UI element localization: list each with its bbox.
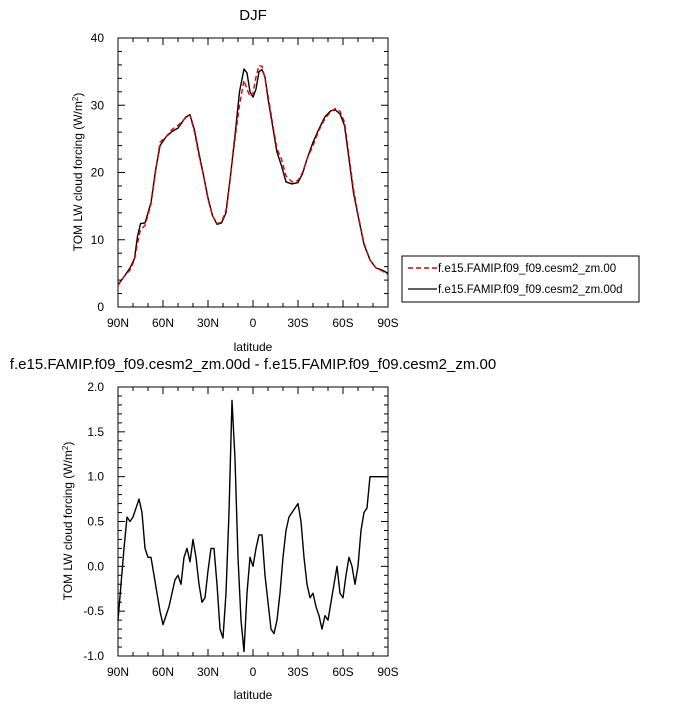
- top-y-axis-title-sup: 2: [71, 96, 80, 101]
- bottom-y-tick-label: -0.5: [83, 604, 104, 618]
- bottom-x-tick-label: 90N: [107, 665, 129, 679]
- top-x-tick-label: 30S: [287, 316, 308, 330]
- bottom-axis-ticks: 90N 60N 30N 0 30S 60S 90S -1.0 -0.5 0.0 0.5 1.0 1.5 2…: [83, 380, 398, 679]
- top-y-axis-title: TOM LW cloud forcing (W/m2): [71, 93, 86, 252]
- top-x-tick-label: 90N: [107, 316, 129, 330]
- top-y-axis-title-main: TOM LW cloud forcing (W/m: [71, 101, 85, 251]
- bottom-y-axis-title: TOM LW cloud forcing (W/m2): [61, 442, 76, 601]
- legend: f.e15.FAMIP.f09_f09.cesm2_zm.00 f.e15.FA…: [401, 255, 640, 303]
- bottom-y-axis-title-close: ): [61, 442, 75, 446]
- top-x-tick-label: 30N: [197, 316, 219, 330]
- top-y-tick-label: 20: [91, 166, 105, 180]
- top-axis-ticks: 90N 60N 30N 0 30S 60S 90S 0 10 20 30 40: [91, 31, 399, 330]
- bottom-chart-title: f.e15.FAMIP.f09_f09.cesm2_zm.00d - f.e15…: [10, 356, 496, 373]
- bottom-y-tick-label: 1.5: [87, 425, 104, 439]
- bottom-x-tick-label: 30N: [197, 665, 219, 679]
- bottom-y-tick-label: 1.0: [87, 470, 104, 484]
- bottom-series-line-1: [117, 399, 388, 653]
- top-y-tick-label: 40: [91, 31, 105, 45]
- top-y-tick-label: 0: [97, 300, 104, 314]
- top-y-tick-label: 30: [91, 98, 105, 112]
- legend-frame: [401, 255, 640, 303]
- bottom-x-tick-label: 60S: [332, 665, 353, 679]
- bottom-series-lines: [117, 399, 388, 653]
- bottom-x-tick-label: 30S: [287, 665, 308, 679]
- bottom-x-tick-label: 0: [250, 665, 257, 679]
- top-series-lines: [117, 64, 389, 286]
- bottom-x-axis-title: latitude: [234, 688, 273, 702]
- top-y-axis-title-close: ): [71, 93, 85, 97]
- top-x-tick-label: 90S: [377, 316, 398, 330]
- top-x-tick-label: 0: [250, 316, 257, 330]
- top-plot-frame: [117, 37, 389, 308]
- bottom-y-axis-title-main: TOM LW cloud forcing (W/m: [61, 450, 75, 600]
- top-chart-title: DJF: [239, 7, 267, 24]
- top-x-tick-label: 60S: [332, 316, 353, 330]
- top-x-tick-label: 60N: [152, 316, 174, 330]
- bottom-y-tick-label: 0.5: [87, 515, 104, 529]
- bottom-y-tick-label: 2.0: [87, 380, 104, 394]
- bottom-panel: f.e15.FAMIP.f09_f09.cesm2_zm.00d - f.e15…: [10, 356, 496, 702]
- bottom-y-axis-title-sup: 2: [61, 445, 70, 450]
- top-series-line-2: [117, 68, 389, 286]
- bottom-x-tick-label: 90S: [377, 665, 398, 679]
- top-series-line-1: [117, 64, 389, 286]
- bottom-y-tick-label: -1.0: [83, 649, 104, 663]
- bottom-plot-frame: [117, 386, 389, 657]
- legend-label-series-1: f.e15.FAMIP.f09_f09.cesm2_zm.00: [438, 263, 616, 275]
- top-y-tick-label: 10: [91, 233, 105, 247]
- bottom-y-tick-label: 0.0: [87, 559, 104, 573]
- bottom-x-tick-label: 60N: [152, 665, 174, 679]
- top-panel: DJF 90N 60N 30N 0 30S 60S 90S 0 10 20 30 40 latitud…: [71, 7, 399, 354]
- legend-label-series-2: f.e15.FAMIP.f09_f09.cesm2_zm.00d: [438, 284, 623, 296]
- top-x-axis-title: latitude: [234, 340, 273, 354]
